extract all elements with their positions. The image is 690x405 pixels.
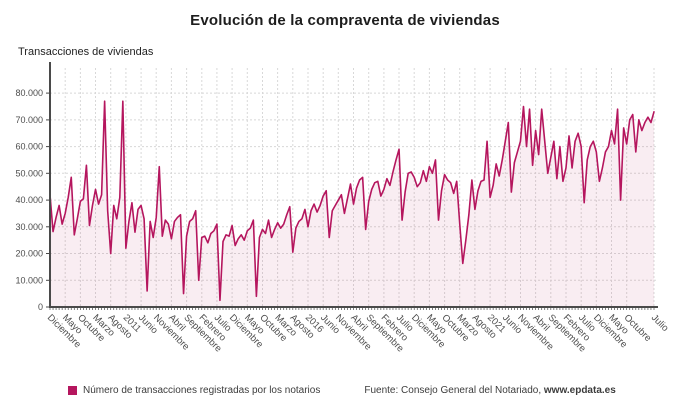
x-tick-label: Julio bbox=[649, 312, 671, 334]
source-link[interactable]: www.epdata.es bbox=[543, 385, 616, 396]
y-tick-label: 30.000 bbox=[15, 222, 43, 232]
legend-label: Número de transacciones registradas por … bbox=[83, 385, 321, 396]
chart-footer: Número de transacciones registradas por … bbox=[68, 385, 684, 396]
source-text: Fuente: Consejo General del Notariado, bbox=[364, 385, 544, 396]
y-tick-label: 40.000 bbox=[15, 195, 43, 205]
y-tick-label: 60.000 bbox=[15, 142, 43, 152]
y-tick-label: 0 bbox=[38, 302, 43, 312]
chart-title: Evolución de la compraventa de viviendas bbox=[190, 12, 500, 29]
y-axis-title: Transacciones de viviendas bbox=[18, 46, 154, 58]
legend-item[interactable]: Número de transacciones registradas por … bbox=[68, 385, 320, 396]
y-tick-label: 50.000 bbox=[15, 168, 43, 178]
y-tick-label: 70.000 bbox=[15, 115, 43, 125]
y-tick-label: 20.000 bbox=[15, 249, 43, 259]
source-credit: Fuente: Consejo General del Notariado, w… bbox=[364, 385, 615, 396]
y-tick-label: 10.000 bbox=[15, 275, 43, 285]
series-line[interactable] bbox=[49, 100, 655, 302]
y-tick-label: 80.000 bbox=[15, 88, 43, 98]
legend-swatch bbox=[68, 386, 77, 395]
